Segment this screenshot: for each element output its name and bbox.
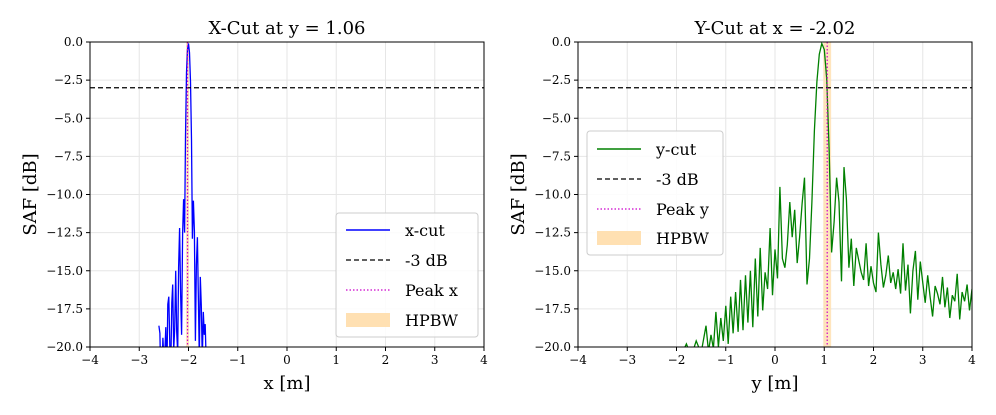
- y-cut-legend-box: [586, 130, 724, 256]
- y-tick-label: −15.0: [534, 264, 571, 278]
- legend-label-peak: Peak y: [656, 200, 709, 219]
- x-tick-label: −3: [618, 353, 636, 367]
- y-cut-legend: y-cut -3 dB Peak y HPBW: [586, 130, 724, 256]
- x-tick-label: −2: [668, 353, 686, 367]
- y-tick-label: −20.0: [534, 340, 571, 354]
- x-tick-label: 1: [332, 353, 340, 367]
- x-cut-legend: x-cut -3 dB Peak x HPBW: [335, 212, 479, 338]
- x-cut-xlabel: x [m]: [264, 373, 311, 394]
- x-tick-label: 0: [283, 353, 291, 367]
- y-tick-label: −5.0: [54, 111, 83, 125]
- x-cut-series-line: [158, 43, 207, 347]
- y-tick-label: −2.5: [54, 73, 83, 87]
- legend-hpbw-swatch: [597, 231, 641, 245]
- y-tick-label: −12.5: [46, 226, 83, 240]
- x-tick-label: 2: [382, 353, 390, 367]
- y-tick-label: −17.5: [534, 302, 571, 316]
- x-cut-hpbw-band: [186, 42, 189, 347]
- x-tick-label: 1: [820, 353, 828, 367]
- y-tick-label: −20.0: [46, 340, 83, 354]
- legend-label-threshold: -3 dB: [656, 170, 699, 189]
- x-cut-ticks: −4 −3 −2 −1 0 1 2 3 4 0.0 −2.5 −5.0 −7.5 −10.0 −12.5 −1…: [46, 35, 488, 367]
- y-tick-label: −12.5: [534, 226, 571, 240]
- x-cut-panel: X-Cut at y = 1.06 −4 −3 −2 −1 0 1 2 3 4 0.0 −2.5 −5…: [20, 18, 488, 394]
- y-cut-ylabel: SAF [dB]: [508, 153, 529, 235]
- y-tick-label: 0.0: [64, 35, 83, 49]
- legend-label-hpbw: HPBW: [405, 311, 458, 330]
- y-tick-label: −7.5: [542, 149, 571, 163]
- x-tick-label: 0: [771, 353, 779, 367]
- x-tick-label: −2: [180, 353, 198, 367]
- x-tick-label: 2: [870, 353, 878, 367]
- x-tick-label: 4: [968, 353, 976, 367]
- y-cut-hpbw-band: [823, 42, 832, 347]
- y-cut-panel: Y-Cut at x = -2.02 −4 −3 −2 −1 0 1 2 3 40.0−2.5−…: [508, 18, 976, 394]
- y-tick-label: −2.5: [542, 73, 571, 87]
- y-tick-label: −15.0: [46, 264, 83, 278]
- x-tick-label: −3: [130, 353, 148, 367]
- x-tick-label: −1: [717, 353, 735, 367]
- y-cut-series-line: [684, 42, 972, 347]
- y-tick-label: −10.0: [46, 188, 83, 202]
- legend-label-x-cut: x-cut: [405, 221, 445, 240]
- y-tick-label: −7.5: [54, 149, 83, 163]
- x-cut-title: X-Cut at y = 1.06: [208, 18, 365, 39]
- legend-label-peak: Peak x: [405, 281, 458, 300]
- y-tick-label: −17.5: [46, 302, 83, 316]
- y-cut-ticks: −4 −3 −2 −1 0 1 2 3 4 0.0 −2.5 −5.0 −7.5 −10.0 −12.5 −1…: [534, 35, 976, 367]
- legend-label-y-cut: y-cut: [655, 140, 697, 159]
- legend-hpbw-swatch: [346, 313, 390, 327]
- x-tick-label: 3: [431, 353, 439, 367]
- y-cut-title: Y-Cut at x = -2.02: [694, 18, 856, 39]
- x-tick-label: −4: [81, 353, 99, 367]
- x-tick-label: 4: [480, 353, 488, 367]
- y-tick-label: −5.0: [542, 111, 571, 125]
- legend-label-hpbw: HPBW: [656, 229, 709, 248]
- y-cut-xlabel: y [m]: [750, 373, 798, 394]
- legend-label-threshold: -3 dB: [405, 251, 448, 270]
- x-tick-label: −1: [229, 353, 247, 367]
- x-cut-ylabel: SAF [dB]: [20, 153, 41, 235]
- x-cut-legend-box: [335, 212, 479, 338]
- y-tick-label: −10.0: [534, 188, 571, 202]
- y-tick-label: 0.0: [552, 35, 571, 49]
- x-tick-label: −4: [569, 353, 587, 367]
- x-tick-label: 3: [919, 353, 927, 367]
